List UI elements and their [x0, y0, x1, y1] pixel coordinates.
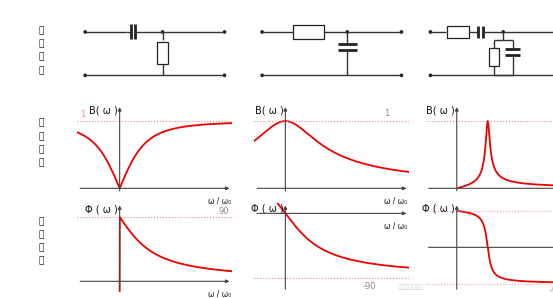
- Bar: [489, 48, 499, 66]
- Text: B( ω ): B( ω ): [426, 106, 455, 116]
- Circle shape: [429, 31, 431, 33]
- Text: 90: 90: [218, 207, 229, 215]
- Circle shape: [400, 31, 403, 33]
- Text: ω / ω₀: ω / ω₀: [207, 196, 231, 205]
- Bar: [157, 42, 168, 64]
- Text: -90: -90: [550, 286, 553, 295]
- Text: B( ω ): B( ω ): [90, 106, 118, 116]
- Text: 1: 1: [80, 110, 86, 119]
- Circle shape: [223, 31, 226, 33]
- Text: ω / ω₀: ω / ω₀: [207, 289, 231, 298]
- Text: ω / ω₀: ω / ω₀: [384, 196, 408, 205]
- Circle shape: [84, 74, 86, 77]
- Text: 电
路
组
态: 电 路 组 态: [39, 26, 44, 75]
- Text: Φ ( ω ): Φ ( ω ): [251, 203, 284, 213]
- Circle shape: [84, 31, 86, 33]
- Text: 1: 1: [384, 109, 390, 118]
- Text: -90: -90: [363, 282, 376, 291]
- Text: 电子工程学习圈: 电子工程学习圈: [398, 285, 424, 290]
- Circle shape: [346, 31, 348, 33]
- Text: 幅
频
特
性: 幅 频 特 性: [39, 119, 44, 167]
- Circle shape: [429, 74, 431, 77]
- Circle shape: [161, 31, 164, 33]
- Circle shape: [261, 31, 263, 33]
- Circle shape: [400, 74, 403, 77]
- Text: Φ ( ω ): Φ ( ω ): [86, 204, 118, 214]
- Circle shape: [502, 31, 504, 33]
- Text: Φ ( ω ): Φ ( ω ): [422, 204, 455, 214]
- Text: 相
频
特
性: 相 频 特 性: [39, 217, 44, 266]
- Text: B( ω ): B( ω ): [255, 106, 284, 116]
- Bar: [293, 25, 324, 39]
- Text: ω / ω₀: ω / ω₀: [384, 221, 408, 230]
- Circle shape: [261, 74, 263, 77]
- Circle shape: [223, 74, 226, 77]
- Bar: [447, 26, 469, 38]
